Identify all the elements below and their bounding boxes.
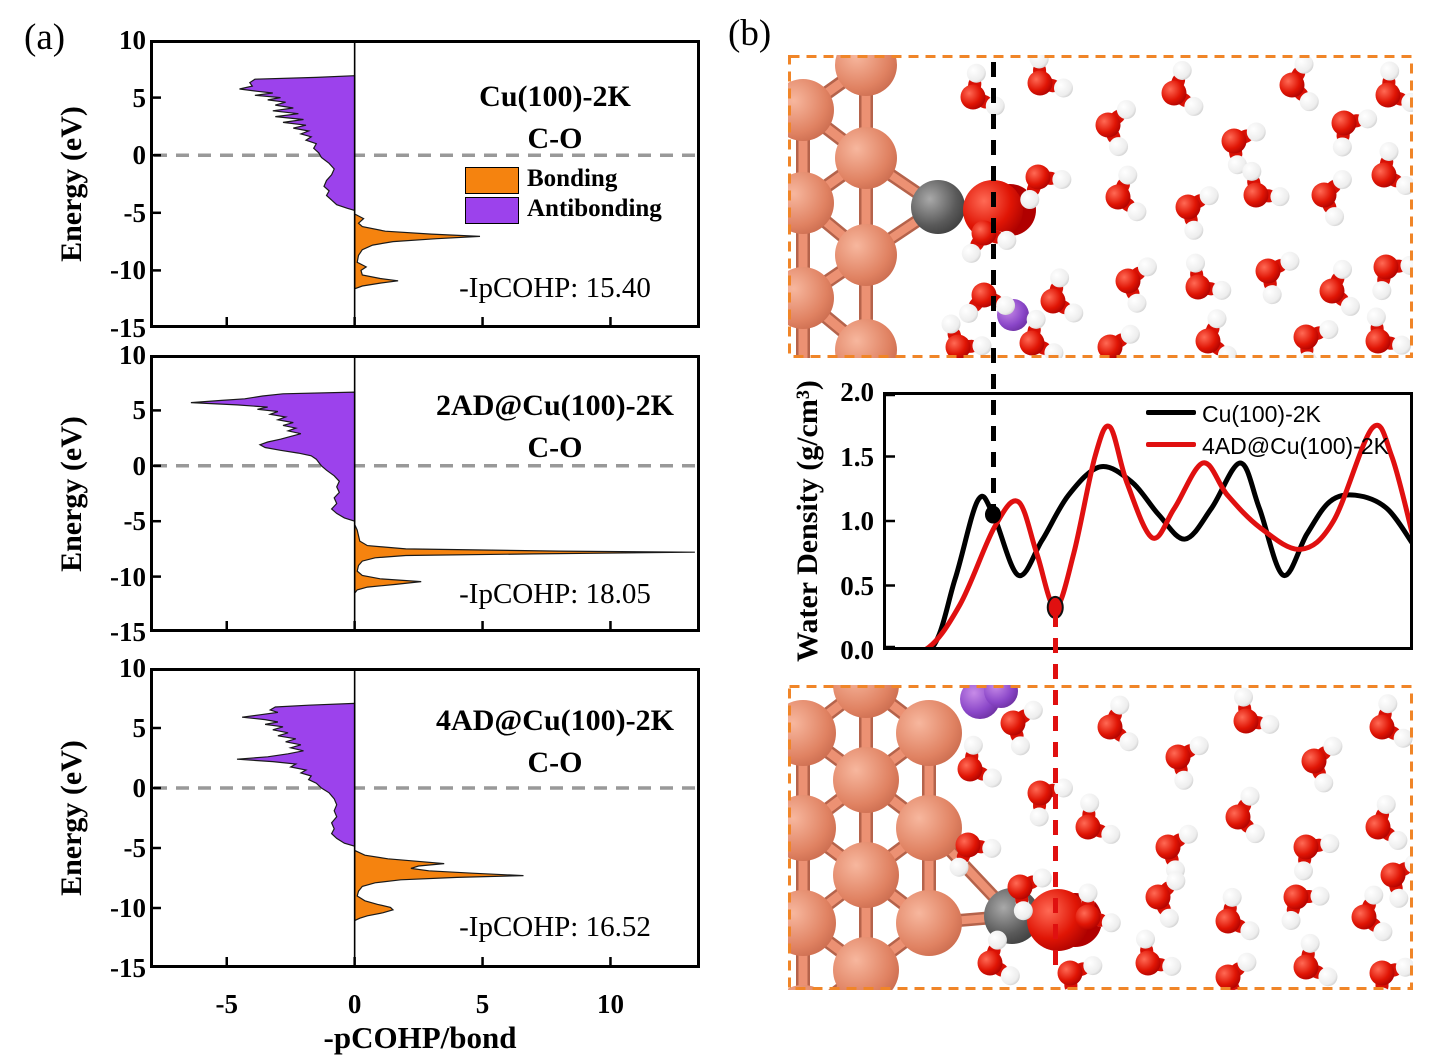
cohp-y-tick-label: 0 [132, 450, 147, 481]
cohp-y-tick-label: 5 [132, 82, 147, 113]
cohp-title-1-line1: Cu(100)-2K [479, 80, 631, 113]
antibonding-swatch [465, 197, 519, 224]
cohp-title-1-line2: C-O [527, 122, 583, 155]
density-y-tick-label: 1.0 [840, 506, 874, 536]
ipcohp-value-3: -IpCOHP: 16.52 [459, 911, 651, 943]
cohp-x-tick-label: 10 [596, 989, 624, 1019]
density-y-tick-label: 0.0 [840, 635, 874, 665]
cohp-y-tick-label: 5 [132, 713, 147, 743]
cohp-yaxis-label: Energy (eV) [55, 415, 88, 572]
ipcohp-value-2: -IpCOHP: 18.05 [459, 578, 651, 610]
cohp-title-3-line1: 4AD@Cu(100)-2K [436, 704, 674, 737]
cohp-title-2-line1: 2AD@Cu(100)-2K [436, 389, 674, 422]
ipcohp-value-1: -IpCOHP: 15.40 [459, 272, 651, 304]
density-y-tick-label: 0.5 [840, 570, 874, 601]
cohp-title-2: 2AD@Cu(100)-2K C-O [350, 385, 760, 469]
antibonding-legend-label: Antibonding [527, 195, 662, 222]
density-y-tick-label: 1.5 [840, 441, 874, 472]
cohp-y-tick-label: -10 [110, 561, 146, 592]
cohp-x-tick-label: 5 [475, 989, 490, 1019]
cohp-title-2-line2: C-O [527, 431, 583, 464]
cohp-x-tick-label: 0 [347, 989, 362, 1019]
cohp-plot-area-3 [150, 668, 700, 968]
water-density-plot-area [883, 392, 1413, 650]
legend-line-black [1146, 410, 1196, 415]
cohp-y-tick-label: -15 [110, 617, 146, 647]
cohp-title-3: 4AD@Cu(100)-2K C-O [350, 700, 760, 784]
bonding-legend-label: Bonding [527, 165, 618, 192]
density-y-tick-label: 2.0 [840, 377, 874, 407]
legend-line-red [1146, 442, 1196, 447]
cohp-y-tick-label: 10 [119, 653, 146, 683]
cohp-legend: Bonding Antibonding [465, 165, 695, 225]
cohp-y-tick-label: 5 [132, 395, 147, 426]
panel-b-label: (b) [728, 13, 772, 54]
guide-dash-black [991, 62, 996, 514]
bonding-swatch [465, 167, 519, 194]
legend-label-cu100-2k: Cu(100)-2K [1202, 401, 1321, 427]
cohp-title-3-line2: C-O [527, 746, 583, 779]
cohp-y-tick-label: -5 [123, 506, 147, 537]
cohp-y-tick-label: 0 [132, 140, 147, 171]
cohp-plot-area-2 [150, 355, 700, 632]
water-density-chart [883, 392, 1413, 650]
md-snapshot-top-image [788, 55, 1413, 358]
cohp-y-tick-label: -10 [110, 255, 146, 286]
cohp-chart-4ad [150, 668, 700, 968]
guide-dash-red [1053, 612, 1058, 975]
md-snapshot-bottom [788, 685, 1413, 990]
cohp-y-tick-label: -5 [123, 197, 147, 228]
cohp-chart-cu100-2k [150, 40, 700, 328]
cohp-x-tick-label: -5 [215, 989, 238, 1019]
panel-a-label: (a) [24, 17, 66, 58]
cohp-y-tick-label: 10 [119, 340, 146, 370]
cohp-y-tick-label: -15 [110, 313, 146, 343]
cohp-y-tick-label: -15 [110, 953, 146, 983]
cohp-xaxis-label: -pCOHP/bond [323, 1020, 517, 1055]
cohp-title-1: Cu(100)-2K C-O [350, 76, 760, 160]
legend-label-4ad: 4AD@Cu(100)-2K [1202, 433, 1389, 459]
cohp-yaxis-label: Energy (eV) [55, 106, 88, 262]
cohp-y-tick-label: 0 [132, 773, 147, 803]
cohp-yaxis-label: Energy (eV) [55, 740, 88, 896]
md-snapshot-bottom-image [788, 685, 1413, 990]
cohp-plot-area-1 [150, 40, 700, 328]
cohp-y-tick-label: 10 [119, 25, 146, 55]
md-snapshot-top [788, 55, 1413, 358]
cohp-y-tick-label: -10 [110, 893, 146, 923]
cohp-y-tick-label: -5 [123, 833, 147, 863]
cohp-chart-2ad [150, 355, 700, 632]
